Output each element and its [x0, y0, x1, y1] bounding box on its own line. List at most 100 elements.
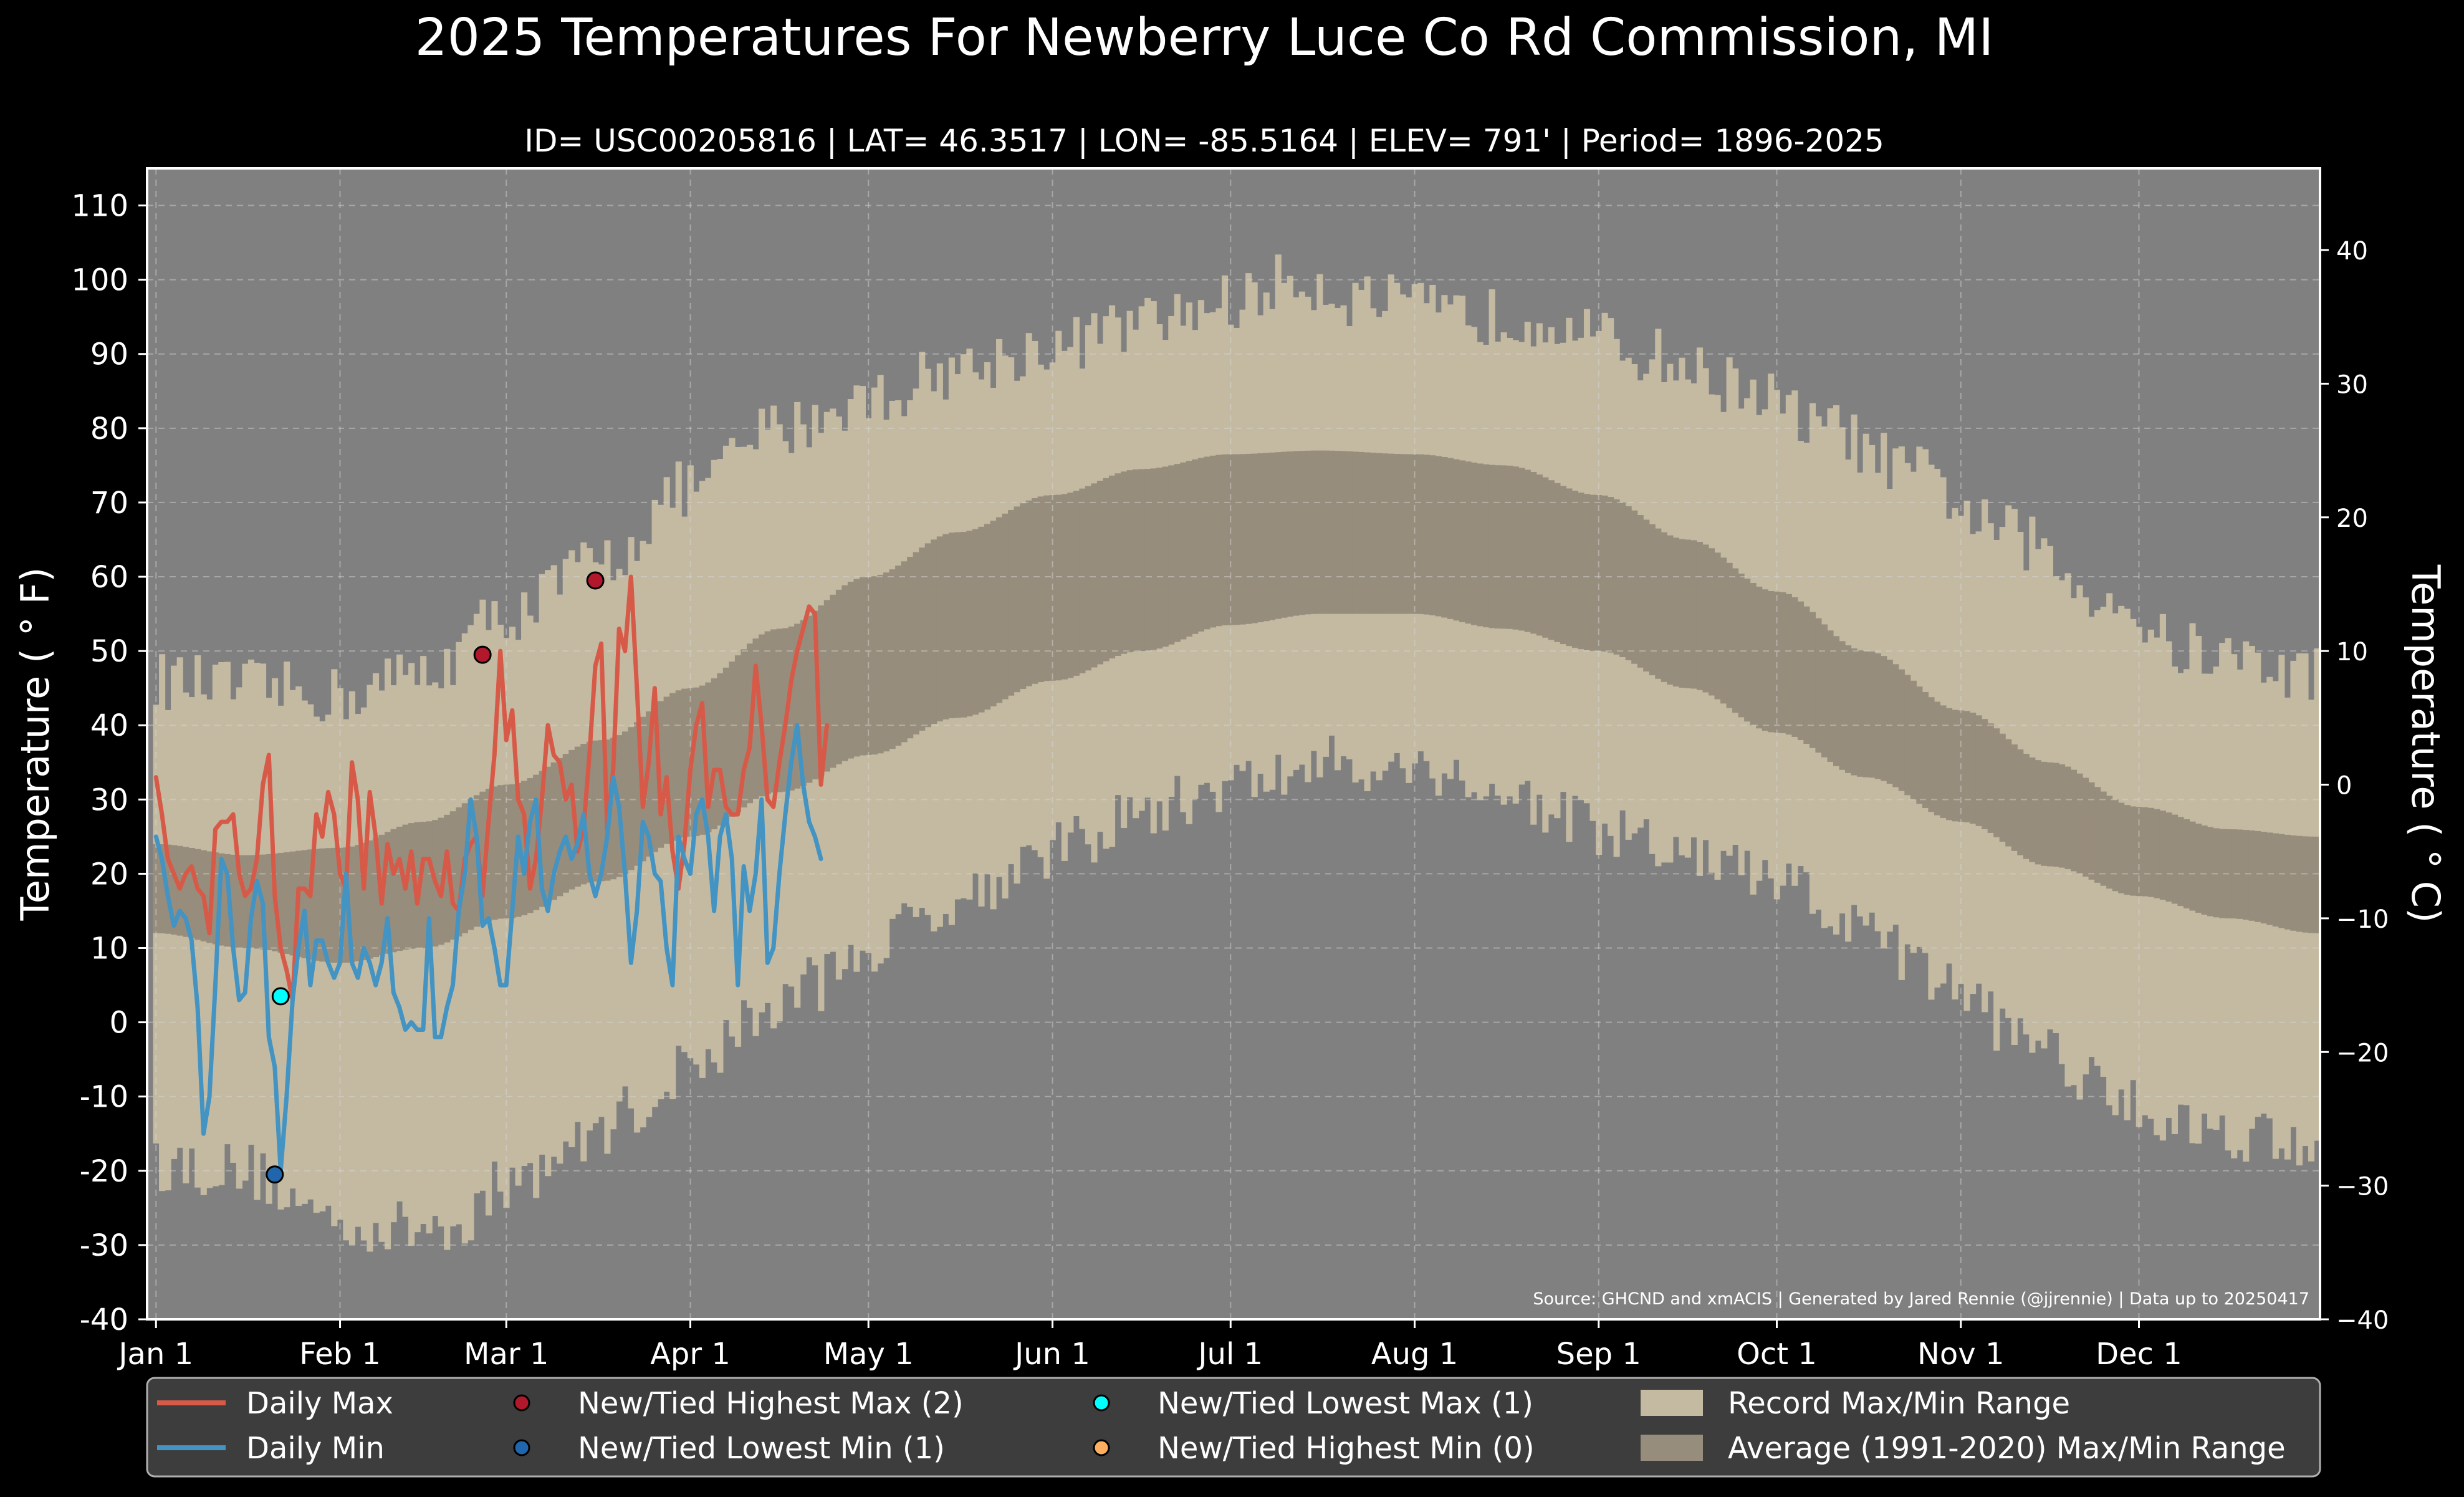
normal-range-bar	[1257, 453, 1264, 622]
normal-range-bar	[2159, 811, 2166, 900]
normal-range-bar	[901, 561, 908, 743]
normal-range-bar	[1732, 568, 1739, 713]
normal-range-bar	[289, 851, 296, 956]
normal-range-bar	[1394, 454, 1401, 614]
normal-range-bar	[539, 771, 545, 907]
normal-range-bar	[2070, 769, 2078, 872]
normal-range-bar	[722, 667, 730, 822]
normal-range-bar	[812, 610, 818, 779]
normal-range-bar	[1417, 454, 1424, 614]
normal-range-bar	[2177, 817, 2184, 907]
normal-range-bar	[497, 785, 504, 919]
normal-range-bar	[1886, 660, 1893, 784]
legend-normal-range-label: Average (1991-2020) Max/Min Range	[1728, 1431, 2286, 1466]
legend-highest-max-marker	[513, 1394, 530, 1412]
normal-range-bar	[1762, 589, 1768, 731]
normal-range-bar	[895, 566, 902, 746]
normal-range-bar	[1352, 451, 1359, 614]
record-range-bar	[408, 663, 415, 1246]
record-range-bar	[384, 658, 391, 1249]
normal-range-bar	[598, 740, 605, 882]
normal-range-bar	[1025, 500, 1032, 686]
normal-range-bar	[313, 849, 320, 961]
normal-range-bar	[663, 696, 670, 844]
normal-range-bar	[776, 628, 783, 792]
normal-range-bar	[1293, 451, 1300, 616]
normal-range-bar	[1495, 465, 1502, 629]
normal-range-bar	[752, 638, 759, 800]
normal-range-bar	[1204, 456, 1210, 630]
normal-range-bar	[467, 799, 474, 930]
normal-range-bar	[1667, 535, 1674, 685]
normal-range-bar	[2189, 821, 2196, 911]
normal-range-bar	[1958, 710, 1965, 822]
normal-range-bar	[2243, 830, 2250, 920]
normal-range-bar	[1684, 539, 1691, 688]
normal-range-bar	[1940, 705, 1947, 819]
x-tick-label: Jun 1	[1013, 1337, 1090, 1372]
normal-range-bar	[818, 605, 825, 776]
normal-range-bar	[449, 811, 456, 940]
normal-range-bar	[491, 786, 498, 920]
normal-range-bar	[859, 577, 866, 756]
normal-range-bar	[2213, 828, 2220, 918]
normal-range-bar	[924, 543, 931, 728]
normal-range-bar	[2195, 824, 2202, 913]
normal-range-bar	[1239, 454, 1246, 625]
normal-range-bar	[1661, 532, 1667, 682]
normal-range-bar	[1281, 451, 1288, 618]
normal-range-bar	[729, 662, 736, 817]
normal-range-bar	[1833, 636, 1840, 766]
normal-range-bar	[456, 807, 463, 936]
normal-range-bar	[1797, 601, 1804, 740]
normal-range-bar	[1055, 494, 1062, 681]
normal-range-bar	[414, 822, 421, 948]
normal-range-bar	[978, 526, 985, 713]
normal-range-bar	[907, 557, 914, 739]
normal-range-bar	[557, 758, 563, 897]
normal-range-bar	[1922, 691, 1929, 808]
normal-range-bar	[1608, 497, 1614, 653]
normal-range-bar	[2029, 757, 2036, 862]
normal-range-bar	[1429, 455, 1436, 615]
normal-range-bar	[1857, 650, 1864, 777]
normal-range-bar	[954, 532, 961, 718]
normal-range-bar	[1690, 540, 1697, 689]
legend-daily-min-label: Daily Min	[246, 1431, 385, 1466]
normal-range-bar	[2106, 796, 2113, 889]
normal-range-bar	[1583, 494, 1591, 650]
normal-range-bar	[1945, 708, 1953, 821]
normal-range-bar	[2124, 805, 2131, 895]
normal-range-bar	[550, 762, 557, 900]
normal-range-bar	[1601, 495, 1608, 652]
normal-range-bar	[1720, 557, 1727, 704]
y-tick-label: -10	[80, 1080, 128, 1115]
normal-range-bar	[1020, 503, 1027, 690]
normal-range-bar	[1453, 459, 1460, 621]
normal-range-bar	[1928, 697, 1935, 812]
x-tick-label: Aug 1	[1371, 1337, 1459, 1372]
normal-range-bar	[2023, 753, 2030, 859]
normal-range-bar	[2225, 829, 2232, 918]
normal-range-bar	[847, 581, 855, 759]
normal-range-bar	[1488, 465, 1495, 628]
normal-range-bar	[984, 524, 991, 710]
normal-range-bar	[1963, 711, 1970, 822]
normal-range-bar	[1441, 456, 1448, 618]
record-range-bar	[432, 682, 439, 1216]
normal-range-bar	[2058, 764, 2066, 868]
record-markers	[266, 571, 605, 1184]
normal-range-bar	[1970, 713, 1977, 824]
normal-range-bar	[527, 778, 534, 913]
normal-range-bar	[420, 822, 427, 948]
normal-range-bar	[2017, 749, 2024, 855]
normal-range-bar	[1370, 453, 1377, 614]
normal-range-bar	[2302, 836, 2309, 933]
x-tick-label: Sep 1	[1556, 1337, 1641, 1372]
normal-range-bar	[1115, 473, 1121, 657]
normal-range-bar	[1096, 481, 1104, 665]
normal-range-bar	[1904, 675, 1911, 796]
normal-range-bar	[1126, 470, 1133, 653]
normal-range-bar	[1679, 539, 1685, 688]
x-tick-label: Nov 1	[1917, 1337, 2004, 1372]
